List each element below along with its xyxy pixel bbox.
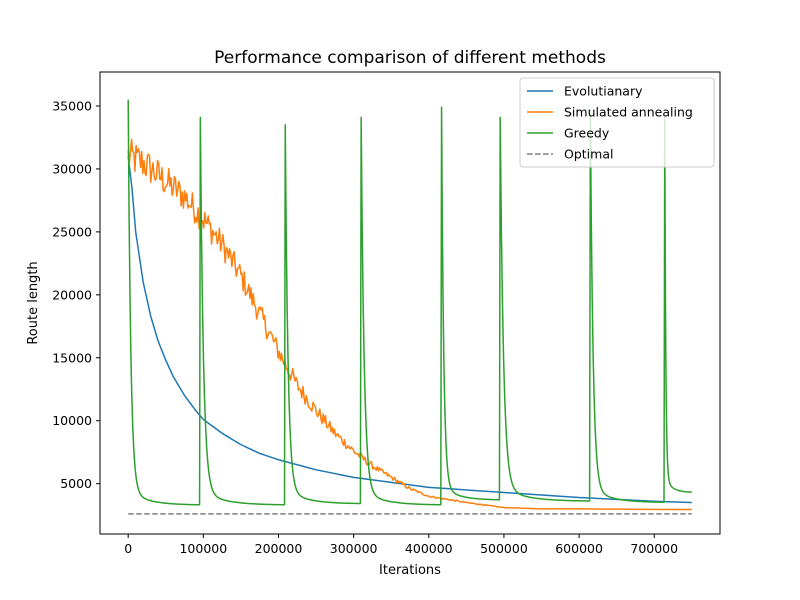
y-tick-label: 25000: [52, 224, 92, 239]
x-tick-label: 600000: [555, 541, 603, 556]
legend-label-evolutionary: Evolutianary: [564, 84, 643, 99]
series-line-greedy: [127, 99, 693, 506]
legend-label-greedy: Greedy: [564, 126, 610, 141]
x-tick-label: 700000: [630, 541, 678, 556]
legend-frame: [519, 77, 715, 168]
y-tick-label: 20000: [52, 287, 92, 302]
plot-area: 0 100000 200000 300000 400000 500000 600000 700…: [52, 71, 721, 556]
y-tick-label: 5000: [60, 476, 92, 491]
x-tick-label: 300000: [330, 541, 378, 556]
legend-label-optimal: Optimal: [564, 147, 613, 162]
x-tick-label: 200000: [255, 541, 303, 556]
y-tick-label: 15000: [52, 350, 92, 365]
series-line-evolutionary: [127, 156, 692, 504]
x-axis: 0 100000 200000 300000 400000 500000 600000 700…: [124, 534, 678, 556]
legend-label-simulated-annealing: Simulated annealing: [564, 105, 693, 120]
x-tick-label: 0: [124, 541, 132, 556]
x-tick-label: 400000: [405, 541, 453, 556]
y-tick-label: 35000: [52, 98, 92, 113]
axes-frame: [99, 71, 721, 535]
legend: Evolutianary Simulated annealing Greedy Opt…: [519, 77, 715, 168]
y-tick-label: 10000: [52, 413, 92, 428]
chart-title: Performance comparison of different meth…: [214, 48, 606, 68]
y-axis: 5000 10000 15000 20000 25000 30000 35000: [52, 98, 100, 491]
x-tick-label: 100000: [179, 541, 227, 556]
x-axis-label: Iterations: [379, 563, 441, 578]
series-line-simulated-annealing: [127, 138, 692, 511]
y-tick-label: 30000: [52, 161, 92, 176]
series-layer: [127, 99, 693, 515]
x-tick-label: 500000: [480, 541, 528, 556]
y-axis-label: Route length: [26, 261, 41, 344]
